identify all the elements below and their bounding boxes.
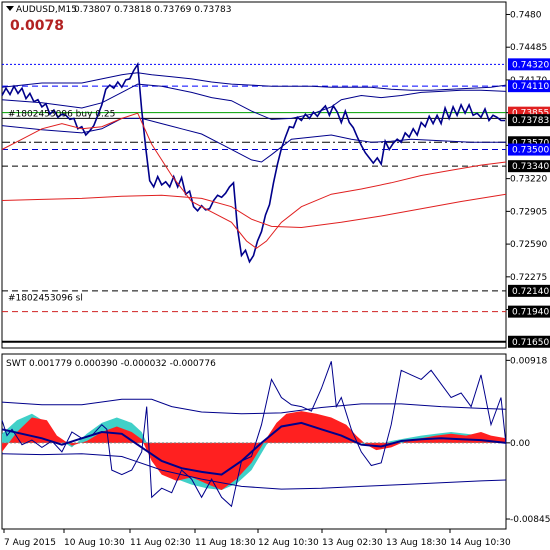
order-label-1[interactable]: #1802453096 sl <box>8 293 83 303</box>
symbol-dropdown-icon[interactable] <box>6 6 14 11</box>
price-tag-box-3 <box>508 114 550 127</box>
time-tick-label-5: 13 Aug 02:30 <box>322 538 383 548</box>
price-tag-box-6 <box>508 160 550 173</box>
indicator-panel[interactable]: 0.00918 0.00 -0.00845 SWT 0.001779 0.00039… <box>1 353 550 530</box>
price-tag-label-7: 0.72140 <box>512 287 549 297</box>
price-tick-label-0: 0.7480 <box>510 10 542 20</box>
time-tick-label-4: 12 Aug 10:30 <box>258 538 319 548</box>
swt-upper-line <box>1 398 507 415</box>
indicator-tick-label-1: 0.00 <box>510 439 530 449</box>
time-tick-label-7: 14 Aug 10:30 <box>450 538 511 548</box>
ma-blue-line <box>1 83 507 120</box>
price-tag-box-0 <box>508 58 550 71</box>
price-tag-box-8 <box>508 305 550 318</box>
indicator-series <box>1 361 507 508</box>
upper-band-line <box>1 72 507 91</box>
price-tick-label-5: 0.73220 <box>510 175 547 185</box>
time-axis: 7 Aug 2015 10 Aug 10:30 11 Aug 02:30 11 Aug… <box>3 529 511 548</box>
price-tick-label-1: 0.74485 <box>510 43 547 53</box>
swt-slow-line <box>1 421 507 476</box>
order-labels: #1802453096 buy 0.25 #1802453096 sl <box>8 109 115 303</box>
symbol-header: AUDUSD,M15 <box>16 5 77 15</box>
price-line <box>1 61 505 264</box>
price-tag-box-5 <box>508 143 550 156</box>
price-tag-label-2: 0.73855 <box>512 109 549 119</box>
indicator-tick-label-0: 0.00918 <box>510 356 547 366</box>
price-panel[interactable]: #1802453096 buy 0.25 #1802453096 sl 0.748… <box>1 1 550 349</box>
price-tag-label-5: 0.73500 <box>512 146 549 156</box>
price-tag-label-6: 0.73340 <box>512 162 549 172</box>
order-label-0[interactable]: #1802453096 buy 0.25 <box>8 109 115 119</box>
indicator-header: SWT 0.001779 0.000390 -0.000032 -0.00077… <box>6 359 216 369</box>
price-tag-label-1: 0.74110 <box>512 82 549 92</box>
price-tag-box-9 <box>508 335 550 348</box>
price-tag-label-3: 0.73783 <box>512 116 549 126</box>
price-tag-box-7 <box>508 284 550 297</box>
ma-slow-red-line <box>1 193 507 229</box>
price-tag-label-8: 0.71940 <box>512 308 549 318</box>
ohlc-header: 0.73807 0.73818 0.73769 0.73783 <box>74 5 231 15</box>
indicator-tick-label-2: -0.00845 <box>510 515 550 525</box>
time-tick-label-2: 11 Aug 02:30 <box>130 538 191 548</box>
time-tick-label-6: 13 Aug 18:30 <box>386 538 447 548</box>
swt-lower-line <box>1 453 507 490</box>
ma-fast-red-line <box>1 112 507 249</box>
time-tick-label-3: 11 Aug 18:30 <box>195 538 256 548</box>
price-tick-label-7: 0.72590 <box>510 240 547 250</box>
price-tick-label-6: 0.72905 <box>510 207 547 217</box>
price-tag-label-0: 0.74320 <box>512 60 549 70</box>
chart-header: AUDUSD,M15 0.73807 0.73818 0.73769 0.737… <box>6 5 231 34</box>
time-tick-label-1: 10 Aug 10:30 <box>64 538 125 548</box>
price-tag-label-4: 0.73570 <box>512 138 549 148</box>
time-tick-label-0: 7 Aug 2015 <box>4 538 56 548</box>
indicator-axis: 0.00918 0.00 -0.00845 <box>506 356 550 525</box>
price-tick-label-8: 0.72275 <box>510 273 547 283</box>
price-series <box>1 61 507 264</box>
price-tag-label-9: 0.71650 <box>512 338 549 348</box>
price-tag-box-1 <box>508 80 550 93</box>
spread-value: 0.0078 <box>10 18 64 34</box>
